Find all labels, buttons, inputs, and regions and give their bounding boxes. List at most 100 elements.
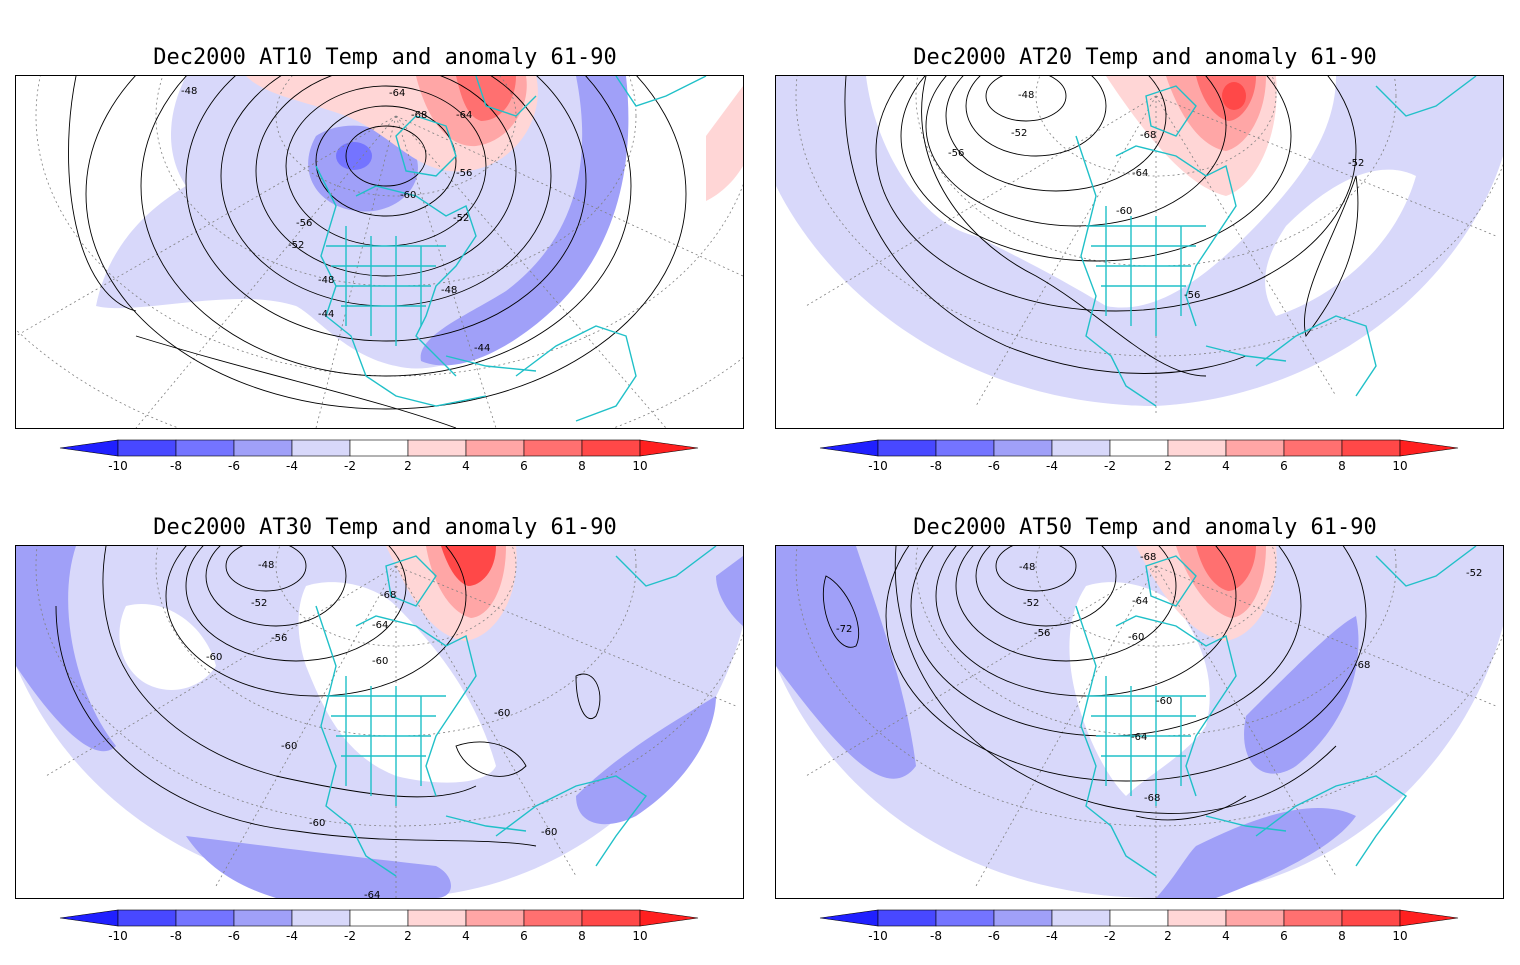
contour-label: -52 (251, 598, 267, 609)
colorbar-tick-label: -10 (868, 929, 888, 943)
contour-label: -60 (372, 656, 388, 667)
contour-label: -64 (364, 890, 380, 898)
contour-label: -64 (1131, 732, 1147, 743)
contour-label: -48 (441, 285, 457, 296)
colorbar-tick-label: 8 (1338, 929, 1346, 943)
contour-label: -60 (541, 827, 557, 838)
anomaly-pos8-core (441, 546, 496, 586)
colorbar-arrow-left (819, 439, 879, 457)
colorbar-segment (935, 909, 995, 927)
contour-label: -60 (1156, 696, 1172, 707)
colorbar-segment (1341, 909, 1401, 927)
colorbar-tick-label: -4 (1046, 929, 1058, 943)
contour-label: -60 (494, 708, 510, 719)
contour-labels: -48 -64 -68 -64 -56 -60 -56 -52 -52 -48 … (181, 86, 490, 354)
colorbar: -10 -8 -6 -4 -2 2 4 6 8 10 (775, 905, 1515, 955)
coastlines (315, 546, 717, 877)
contour-label: -52 (1348, 158, 1364, 169)
coastlines (315, 76, 707, 422)
contour-label: -56 (1184, 290, 1200, 301)
contour-label: -64 (1132, 596, 1148, 607)
contour-label: -56 (456, 168, 472, 179)
colorbar-segment (175, 909, 235, 927)
panel-title: Dec2000 AT50 Temp and anomaly 61-90 (913, 515, 1377, 540)
contour-label: -56 (271, 633, 287, 644)
colorbar-segment (1341, 439, 1401, 457)
contour-labels: -68 -48 -52 -56 -64 -60 -72 -68 -60 -64 … (836, 552, 1482, 804)
contour-label: -68 (380, 590, 396, 601)
colorbar-segment (407, 909, 467, 927)
panel-at50: Dec2000 AT50 Temp and anomaly 61-90 (775, 515, 1515, 965)
colorbar-arrow-left (59, 439, 119, 457)
anomaly-pos-east (706, 86, 743, 201)
colorbar-tick-label: 2 (1164, 929, 1172, 943)
panel-at20: Dec2000 AT20 Temp and anomaly 61-90 (775, 45, 1515, 495)
contour-label: -52 (1466, 568, 1482, 579)
contour-label: -48 (318, 275, 334, 286)
colorbar-tick-label: 10 (632, 929, 647, 943)
contour-label: -48 (1019, 562, 1035, 573)
colorbar-arrow-right (1399, 439, 1459, 457)
contour-label: -60 (281, 741, 297, 752)
contour-label: -68 (1354, 660, 1370, 671)
colorbar-segment (1109, 439, 1169, 457)
contour-label: -68 (1140, 552, 1156, 563)
colorbar-arrow-left (59, 909, 119, 927)
colorbar-segment (1109, 909, 1169, 927)
contours (55, 546, 601, 847)
anomaly-neg6-northeast (716, 556, 743, 626)
colorbar-segment (465, 909, 525, 927)
colorbar-segment (1225, 909, 1285, 927)
colorbar-tick-label: -2 (1104, 459, 1116, 473)
colorbar-arrow-left (819, 909, 879, 927)
colorbar-tick-label: -2 (344, 929, 356, 943)
colorbar-segment (581, 439, 641, 457)
panel-at30: Dec2000 AT30 Temp and anomaly 61-90 (15, 515, 755, 965)
colorbar-segment (877, 439, 937, 457)
contour-label: -60 (309, 818, 325, 829)
colorbar-tick-label: -10 (108, 459, 128, 473)
colorbar-tick-label: 4 (462, 459, 470, 473)
anomaly-white-center (298, 582, 496, 783)
colorbar-segment (1051, 439, 1111, 457)
colorbar-tick-label: 6 (1280, 459, 1288, 473)
colorbar-tick-label: 6 (520, 929, 528, 943)
contours (844, 76, 1359, 377)
colorbar-tick-label: -6 (988, 929, 1000, 943)
colorbar-segment (233, 439, 293, 457)
map-at50: -68 -48 -52 -56 -64 -60 -72 -68 -60 -64 … (775, 545, 1504, 899)
colorbar: -10 -8 -6 -4 -2 2 4 6 8 10 (15, 435, 755, 485)
map-at10: -48 -64 -68 -64 -56 -60 -56 -52 -52 -48 … (15, 75, 744, 429)
colorbar-tick-label: -10 (868, 459, 888, 473)
colorbar-tick-label: -8 (170, 459, 182, 473)
contour-label: -48 (181, 86, 197, 97)
colorbar-tick-label: -8 (930, 929, 942, 943)
anomaly-neg8-core (336, 142, 372, 170)
anomaly-pos8-core (1222, 82, 1246, 110)
contour-label: -48 (1018, 90, 1034, 101)
colorbar-tick-label: -2 (1104, 929, 1116, 943)
colorbar-tick-label: 6 (520, 459, 528, 473)
colorbar-tick-label: -4 (286, 459, 298, 473)
colorbar-segment (175, 439, 235, 457)
panel-title: Dec2000 AT10 Temp and anomaly 61-90 (153, 45, 617, 70)
contour-label: -68 (411, 110, 427, 121)
colorbar-segment (877, 909, 937, 927)
colorbar-tick-label: 2 (404, 459, 412, 473)
anomaly-pos6-core (456, 76, 516, 121)
panel-title: Dec2000 AT20 Temp and anomaly 61-90 (913, 45, 1377, 70)
contour-label: -56 (948, 148, 964, 159)
colorbar-tick-label: 2 (1164, 459, 1172, 473)
colorbar-segment (935, 439, 995, 457)
colorbar-svg: -10 -8 -6 -4 -2 2 4 6 8 10 (819, 909, 1459, 943)
colorbar-tick-label: -6 (988, 459, 1000, 473)
colorbar-segment (581, 909, 641, 927)
anomaly-neg6-west (776, 546, 916, 779)
colorbar-tick-label: -4 (1046, 459, 1058, 473)
contour-labels: -48 -52 -56 -68 -64 -60 -56 -52 (948, 90, 1364, 301)
colorbar-tick-label: 4 (1222, 929, 1230, 943)
anomaly-white-west (119, 604, 216, 690)
colorbar-segment (1283, 439, 1343, 457)
panel-title: Dec2000 AT30 Temp and anomaly 61-90 (153, 515, 617, 540)
colorbar-segment (233, 909, 293, 927)
